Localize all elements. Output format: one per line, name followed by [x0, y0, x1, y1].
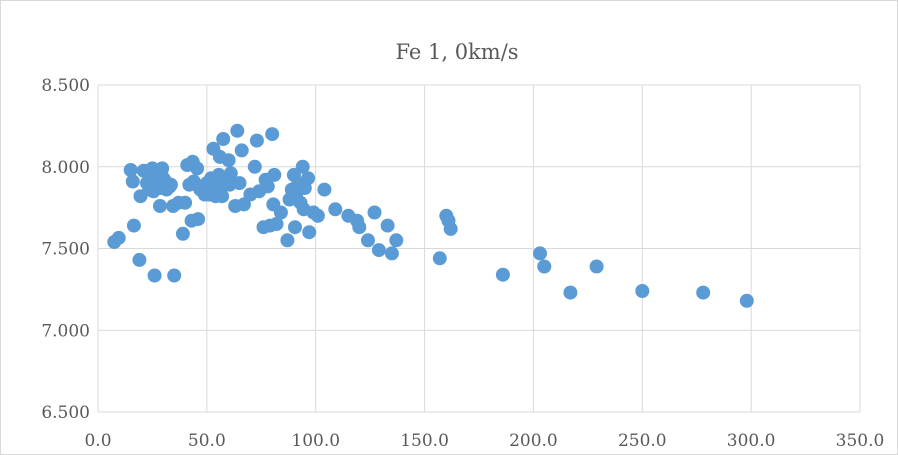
data-point	[175, 226, 190, 241]
data-point	[190, 161, 205, 176]
data-point	[126, 218, 141, 233]
data-point	[230, 123, 245, 138]
x-tick-label: 0.0	[84, 431, 111, 451]
y-tick-label: 7.500	[41, 240, 90, 260]
data-point	[563, 285, 578, 300]
data-point	[280, 233, 295, 248]
data-point	[328, 202, 343, 217]
data-point	[696, 285, 711, 300]
x-tick-label: 300.0	[727, 431, 776, 451]
data-point	[537, 259, 552, 274]
data-point	[232, 176, 247, 191]
data-point	[260, 179, 275, 194]
data-point	[123, 163, 138, 177]
data-point	[443, 221, 458, 236]
data-point	[302, 225, 317, 240]
data-point	[295, 159, 310, 174]
y-tick-label: 8.000	[41, 158, 90, 178]
data-point	[216, 132, 231, 146]
data-point	[111, 230, 126, 245]
y-tick-label: 6.500	[41, 403, 90, 423]
tick-labels: 6.500 7.000 7.500 8.000 8.500 0.0 50.0 100.0 150…	[41, 76, 884, 451]
data-point	[191, 212, 206, 227]
data-point	[533, 246, 547, 261]
data-point	[367, 205, 382, 220]
data-point	[495, 267, 510, 282]
data-point	[163, 177, 178, 192]
x-tick-label: 250.0	[618, 431, 667, 451]
data-point	[288, 220, 302, 235]
x-tick-label: 200.0	[509, 431, 558, 451]
data-point	[267, 167, 282, 182]
x-tick-label: 350.0	[836, 431, 885, 451]
data-point	[265, 127, 280, 142]
data-point	[352, 220, 367, 235]
data-point	[147, 268, 162, 283]
data-points	[107, 123, 754, 308]
data-point	[249, 133, 264, 148]
data-point	[223, 166, 238, 181]
data-point	[432, 251, 447, 266]
data-point	[125, 174, 140, 189]
x-tick-label: 50.0	[188, 431, 226, 451]
y-tick-label: 7.000	[41, 321, 90, 341]
data-point	[301, 171, 316, 186]
data-point	[132, 252, 147, 267]
gridlines	[97, 84, 861, 413]
data-point	[384, 246, 399, 261]
data-point	[635, 284, 650, 298]
data-point	[153, 199, 167, 213]
data-point	[221, 153, 236, 168]
data-point	[236, 197, 251, 212]
data-point	[215, 189, 230, 204]
chart-title: Fe 1, 0km/s	[395, 40, 518, 64]
data-point	[317, 182, 332, 197]
data-point	[380, 218, 395, 233]
data-point	[389, 233, 404, 248]
y-tick-label: 8.500	[41, 76, 90, 96]
data-point	[739, 293, 754, 308]
x-tick-label: 100.0	[291, 431, 340, 451]
data-point	[273, 205, 288, 220]
data-point	[178, 195, 193, 210]
data-point	[361, 233, 375, 248]
data-point	[371, 243, 386, 258]
data-point	[234, 143, 249, 158]
data-point	[269, 217, 284, 231]
data-point	[167, 268, 182, 283]
data-point	[310, 208, 325, 223]
data-point	[589, 259, 604, 274]
x-tick-label: 150.0	[400, 431, 449, 451]
data-point	[247, 159, 262, 174]
